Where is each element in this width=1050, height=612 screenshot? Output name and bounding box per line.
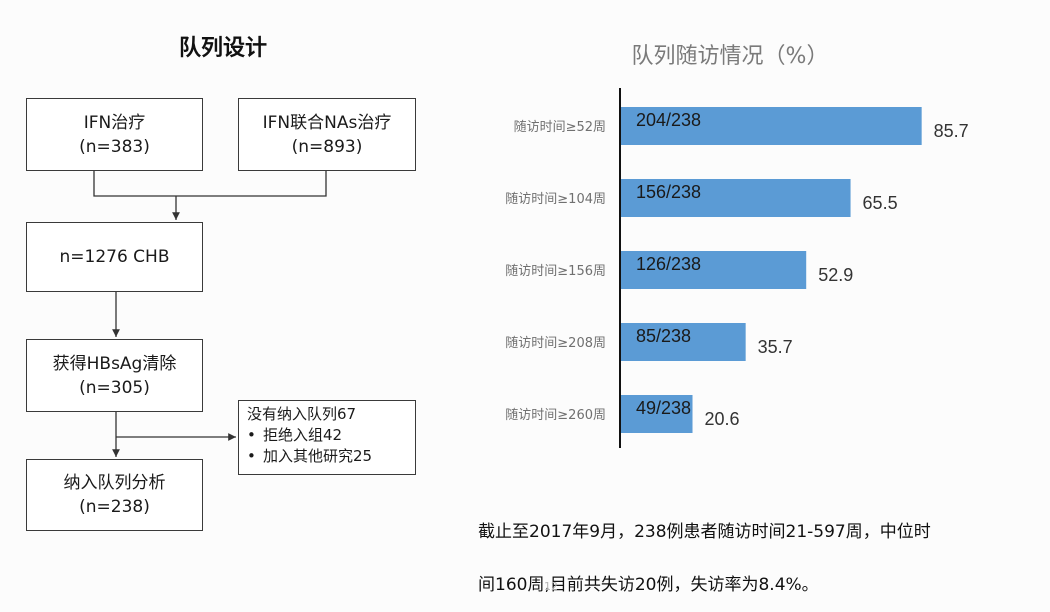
category-label: 随访时间≥52周 [514,120,606,135]
connector-ifn-nas [176,171,327,197]
bar [620,323,746,361]
bar-value-label: 20.6 [705,409,740,429]
ifn-nas-count: (n=893) [291,136,363,157]
excluded-box: 没有纳入队列67 • 拒绝入组42 • 加入其他研究25 [238,400,416,475]
bar-value-label: 52.9 [818,265,853,285]
excluded-item-label: 加入其他研究25 [263,447,373,465]
category-label: 随访时间≥208周 [505,336,606,351]
summary-note: 截止至2017年9月，238例患者随访时间21-597周，中位时 间160周,目… [478,506,1038,612]
bar-count-label: 49/238 [636,398,691,418]
ifn-nas-label: IFN联合NAs治疗 [262,112,392,133]
bar-count-label: 85/238 [636,326,691,346]
bar-count-label: 204/238 [636,110,701,130]
bar-value-label: 35.7 [758,337,793,357]
excluded-item-label: 拒绝入组42 [263,426,343,444]
chart-title: 队列随访情况（%） [631,44,829,69]
bar [620,179,851,217]
bar [620,395,693,433]
excluded-item: • 加入其他研究25 [247,446,372,467]
bullet-icon: • [247,447,256,465]
flowchart-title: 队列设计 [178,36,267,61]
follow-up-bar-chart: 随访时间≥52周 204/238 85.7 随访时间≥104周 156/238 65.5 随… [505,88,969,448]
analysis-label: 纳入队列分析 [63,473,166,493]
connector-ifn [93,171,176,197]
ifn-count: (n=383) [79,136,150,157]
category-label: 随访时间≥104周 [505,192,606,207]
hbsag-count: (n=305) [79,377,150,398]
category-label: 随访时间≥260周 [505,408,606,423]
chb-box: n=1276 CHB [26,222,203,292]
hbsag-box: 获得HBsAg清除 (n=305) [26,339,203,412]
bar [620,107,922,145]
analysis-count: (n=238) [79,497,150,517]
hbsag-label: 获得HBsAg清除 [52,353,177,374]
chb-label: n=1276 CHB [59,247,170,267]
flowchart-connectors [93,171,327,457]
analysis-box: 纳入队列分析 (n=238) [26,459,203,531]
ifn-nas-box: IFN联合NAs治疗 (n=893) [238,98,416,171]
bar-count-label: 126/238 [636,254,701,274]
excluded-title: 没有纳入队列67 [247,405,357,423]
summary-note-line: 截止至2017年9月，238例患者随访时间21-597周，中位时 [478,522,931,542]
ifn-box: IFN治疗 (n=383) [26,98,203,171]
bar-group: 随访时间≥52周 204/238 85.7 随访时间≥104周 156/238 65.5 随… [505,88,969,448]
bar-count-label: 156/238 [636,182,701,202]
page-number: 12 [544,580,558,593]
ifn-label: IFN治疗 [83,112,146,133]
excluded-item: • 拒绝入组42 [247,425,342,446]
category-label: 随访时间≥156周 [505,264,606,279]
bar [620,251,807,289]
bullet-icon: • [247,426,256,444]
bar-value-label: 65.5 [863,193,898,213]
bar-value-label: 85.7 [934,121,969,141]
summary-note-line: 间160周,目前共失访20例，失访率为8.4%。 [478,575,819,595]
